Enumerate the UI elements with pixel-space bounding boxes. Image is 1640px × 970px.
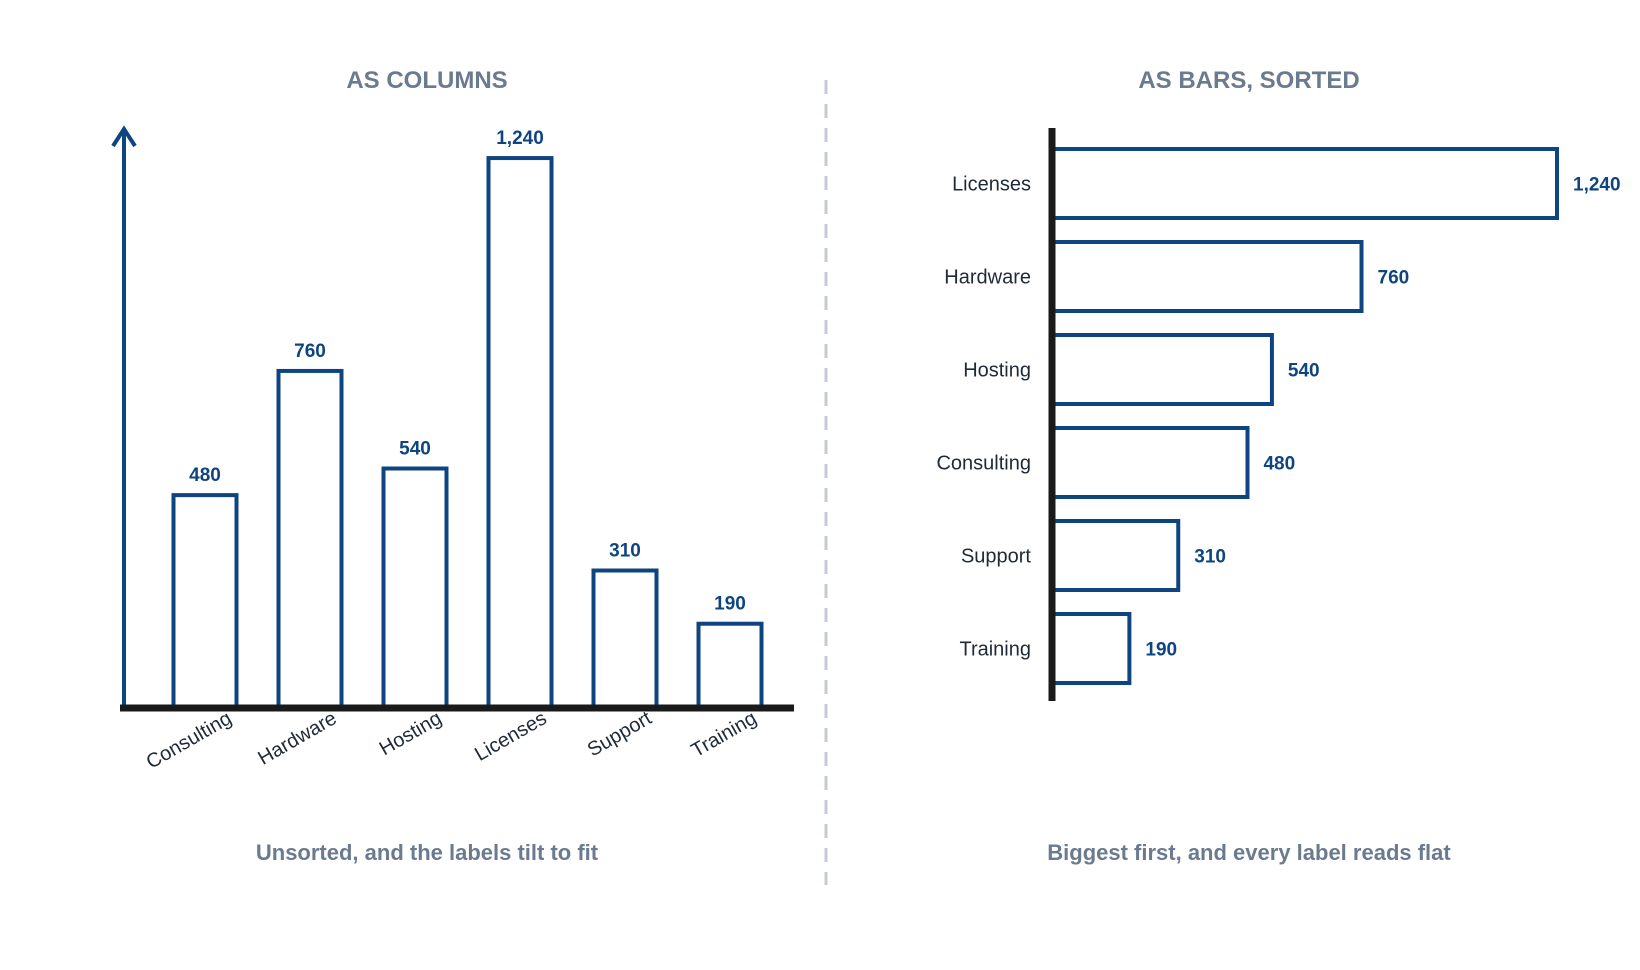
bar-value-label-licenses: 1,240 bbox=[1573, 175, 1621, 196]
column-category-label-licenses: Licenses bbox=[471, 707, 550, 766]
column-category-label-support: Support bbox=[584, 707, 656, 761]
column-bar-support bbox=[591, 568, 659, 711]
bar-category-label-training: Training bbox=[959, 639, 1031, 661]
column-bar-consulting bbox=[171, 493, 239, 710]
bar-hosting bbox=[1050, 333, 1274, 406]
column-category-label-hosting: Hosting bbox=[376, 707, 446, 760]
bar-category-label-consulting: Consulting bbox=[936, 453, 1031, 475]
columns-axis-group bbox=[111, 125, 137, 706]
column-value-label-consulting: 480 bbox=[189, 465, 221, 486]
bar-category-label-support: Support bbox=[961, 546, 1031, 568]
bar-training bbox=[1050, 612, 1132, 685]
bar-category-label-licenses: Licenses bbox=[952, 174, 1031, 196]
column-bar-licenses bbox=[486, 156, 554, 710]
bars-bars bbox=[1050, 147, 1559, 685]
bar-value-label-training: 190 bbox=[1145, 640, 1177, 661]
column-value-label-hosting: 540 bbox=[399, 439, 431, 460]
bars-labels: Licenses 1,240 Hardware 760 Hosting 540 Consul… bbox=[936, 174, 1620, 661]
column-category-label-training: Training bbox=[688, 707, 761, 762]
bars-panel: AS BARS, SORTED Licenses 1,240 Hardware 760… bbox=[936, 67, 1620, 865]
bar-licenses bbox=[1050, 147, 1559, 220]
bar-value-label-hosting: 540 bbox=[1288, 361, 1320, 382]
column-value-label-support: 310 bbox=[609, 541, 641, 562]
column-value-label-hardware: 760 bbox=[294, 341, 326, 362]
bar-consulting bbox=[1050, 426, 1250, 499]
bar-value-label-support: 310 bbox=[1194, 547, 1226, 568]
column-value-label-licenses: 1,240 bbox=[496, 128, 544, 149]
column-bar-hosting bbox=[381, 466, 449, 711]
bars-panel-title: AS BARS, SORTED bbox=[1138, 67, 1359, 94]
column-value-label-training: 190 bbox=[714, 594, 746, 615]
bar-value-label-consulting: 480 bbox=[1263, 454, 1295, 475]
columns-bars bbox=[171, 156, 764, 711]
bar-category-label-hardware: Hardware bbox=[944, 267, 1031, 289]
column-bar-hardware bbox=[276, 368, 344, 710]
bar-value-label-hardware: 760 bbox=[1378, 268, 1410, 289]
column-category-label-consulting: Consulting bbox=[143, 707, 236, 773]
columns-panel-caption: Unsorted, and the labels tilt to fit bbox=[256, 840, 599, 865]
bar-hardware bbox=[1050, 240, 1364, 313]
bars-panel-caption: Biggest first, and every label reads fla… bbox=[1047, 840, 1451, 865]
column-bar-training bbox=[696, 621, 764, 710]
columns-panel-title: AS COLUMNS bbox=[346, 67, 507, 94]
column-category-label-hardware: Hardware bbox=[254, 707, 340, 769]
columns-panel: AS COLUMNS 480 Consulting 760 Hardware 540 Ho… bbox=[111, 67, 794, 865]
bar-category-label-hosting: Hosting bbox=[963, 360, 1031, 382]
columns-y-axis-arrowhead bbox=[111, 125, 137, 148]
bar-support bbox=[1050, 519, 1181, 592]
